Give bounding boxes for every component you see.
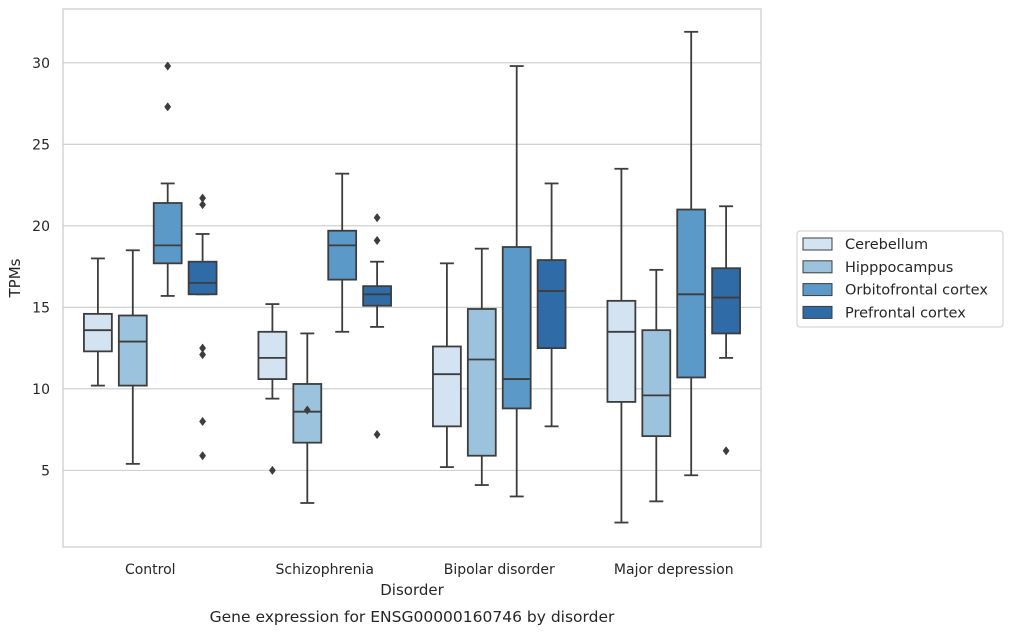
box-plot (641, 268, 672, 503)
x-tick-label: Major depression (614, 562, 734, 578)
box-iqr (257, 330, 288, 380)
outlier-point (373, 235, 381, 246)
legend-swatch (802, 283, 833, 297)
legend-swatch (802, 305, 833, 319)
outlier-point (199, 350, 207, 360)
y-tick-label: 15 (32, 300, 50, 316)
box-iqr (327, 229, 358, 281)
plot-area-frame (62, 8, 762, 548)
box-plot (327, 172, 358, 333)
legend-frame (796, 230, 1004, 328)
y-tick-label: 25 (32, 137, 50, 153)
outlier-point (199, 200, 207, 210)
box-plot (257, 303, 288, 475)
box-iqr (711, 267, 741, 335)
legend-entry-label: Orbitofrontal cortex (845, 283, 988, 299)
x-tick-label: Bipolar disorder (444, 562, 555, 578)
box-iqr (83, 312, 113, 353)
box-plot (676, 30, 707, 477)
legend-entry-label: Hipppocampus (845, 260, 953, 276)
outlier-point (164, 61, 172, 71)
y-tick-label: 10 (32, 382, 50, 398)
box-plot (152, 61, 183, 297)
legend-swatch (802, 260, 833, 274)
legend-entry-label: Cerebellum (845, 237, 928, 253)
box-iqr (536, 259, 567, 350)
outlier-point (373, 429, 381, 440)
x-tick-label: Schizophrenia (276, 562, 374, 578)
box-plot (362, 213, 392, 440)
box-iqr (641, 329, 672, 438)
legend-entry-label: Prefrontal cortex (845, 305, 966, 321)
y-tick-label: 5 (41, 463, 50, 479)
box-iqr (292, 383, 323, 444)
box-plot (292, 332, 323, 504)
box-iqr (152, 202, 183, 265)
x-axis-title: Disorder (380, 581, 444, 599)
legend: Cerebellum Hipppocampus Orbitofrontal cort… (796, 230, 1004, 328)
box-iqr (187, 260, 218, 296)
legend-swatch (802, 237, 833, 251)
y-tick-label: 30 (32, 56, 50, 72)
outlier-point (268, 465, 276, 475)
box-iqr (117, 314, 148, 387)
box-plot (117, 249, 148, 465)
box-plot (606, 167, 637, 524)
outlier-point (199, 451, 207, 461)
outlier-point (199, 416, 207, 427)
box-iqr (466, 308, 497, 457)
outlier-point (164, 102, 172, 112)
chart-caption: Gene expression for ENSG00000160746 by d… (210, 608, 615, 626)
box-plot (466, 247, 497, 486)
x-tick-label: Control (125, 562, 176, 578)
box-iqr (606, 299, 637, 403)
box-series-group (83, 30, 741, 524)
box-iqr (362, 285, 392, 307)
box-iqr (432, 345, 462, 428)
outlier-point (722, 446, 730, 456)
x-tick-labels: Control Schizophrenia Bipolar disorder Majo… (125, 562, 734, 578)
box-plot (711, 205, 741, 456)
outlier-point (303, 405, 311, 415)
box-plot (432, 262, 462, 469)
box-plot (536, 182, 567, 428)
y-axis-title: TPMs (6, 258, 24, 298)
box-iqr (501, 246, 532, 410)
box-plot (83, 257, 113, 387)
box-plot (187, 193, 218, 461)
y-tick-labels: 5 10 15 20 25 30 (32, 56, 50, 480)
y-tick-label: 20 (32, 219, 50, 235)
outlier-point (373, 213, 381, 223)
box-plot (501, 65, 532, 498)
